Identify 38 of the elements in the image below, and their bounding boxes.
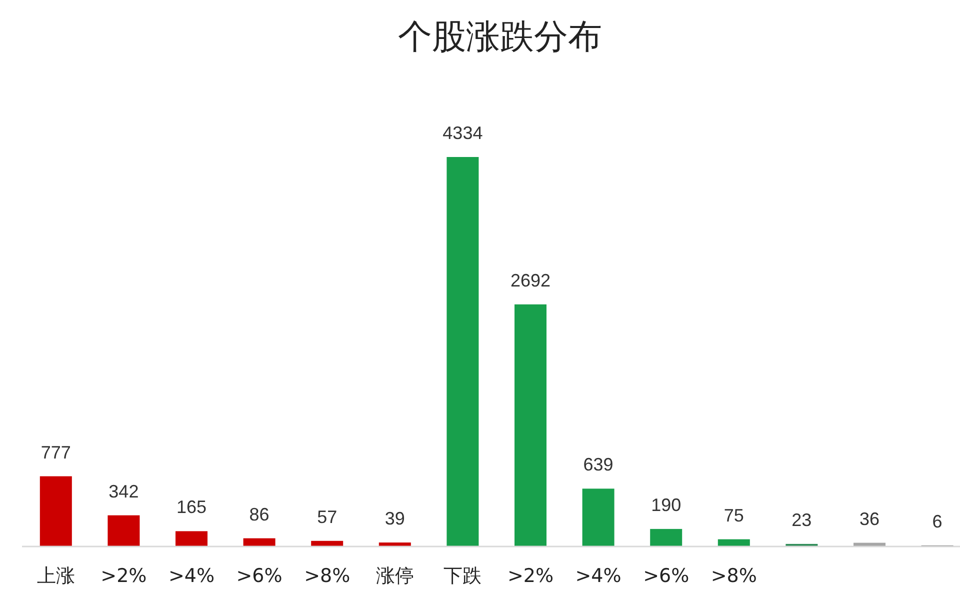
data-label: 39 bbox=[384, 508, 405, 528]
data-label: 777 bbox=[40, 442, 71, 462]
bar bbox=[176, 531, 208, 546]
x-tick-label: >8% bbox=[710, 565, 757, 587]
x-tick-label: 上涨 bbox=[36, 565, 75, 587]
x-tick-label: >6% bbox=[643, 565, 690, 587]
data-label: 639 bbox=[583, 454, 614, 475]
bar bbox=[243, 538, 276, 546]
x-tick-label: >2% bbox=[507, 565, 554, 587]
data-label: 86 bbox=[249, 504, 270, 524]
bar bbox=[718, 539, 750, 546]
x-tick-label: 下跌 bbox=[444, 565, 482, 587]
data-label: 36 bbox=[859, 508, 880, 529]
data-label: 57 bbox=[317, 506, 338, 527]
data-label: 75 bbox=[724, 505, 744, 526]
chart-title: 个股涨跌分布 bbox=[398, 17, 602, 57]
x-tick-label: >4% bbox=[168, 565, 215, 587]
data-label: 6 bbox=[932, 511, 942, 532]
data-label: 23 bbox=[792, 510, 812, 530]
x-tick-label: >2% bbox=[100, 565, 147, 587]
data-label: 342 bbox=[108, 481, 139, 502]
bar bbox=[582, 488, 614, 546]
x-tick-label: >6% bbox=[236, 565, 282, 587]
bar bbox=[311, 540, 344, 546]
data-label: 2692 bbox=[510, 270, 551, 290]
bar bbox=[378, 542, 411, 546]
bar bbox=[650, 528, 682, 546]
data-label: 190 bbox=[651, 494, 682, 515]
x-tick-label: >4% bbox=[575, 565, 622, 587]
data-label: 4334 bbox=[442, 123, 483, 143]
x-tick-label: >8% bbox=[304, 565, 350, 587]
bar bbox=[108, 515, 140, 546]
x-tick-label: 涨停 bbox=[376, 565, 414, 587]
bar bbox=[40, 476, 72, 546]
bar bbox=[854, 542, 886, 546]
bar bbox=[514, 304, 546, 546]
data-label: 165 bbox=[176, 497, 207, 518]
bar bbox=[446, 157, 479, 546]
